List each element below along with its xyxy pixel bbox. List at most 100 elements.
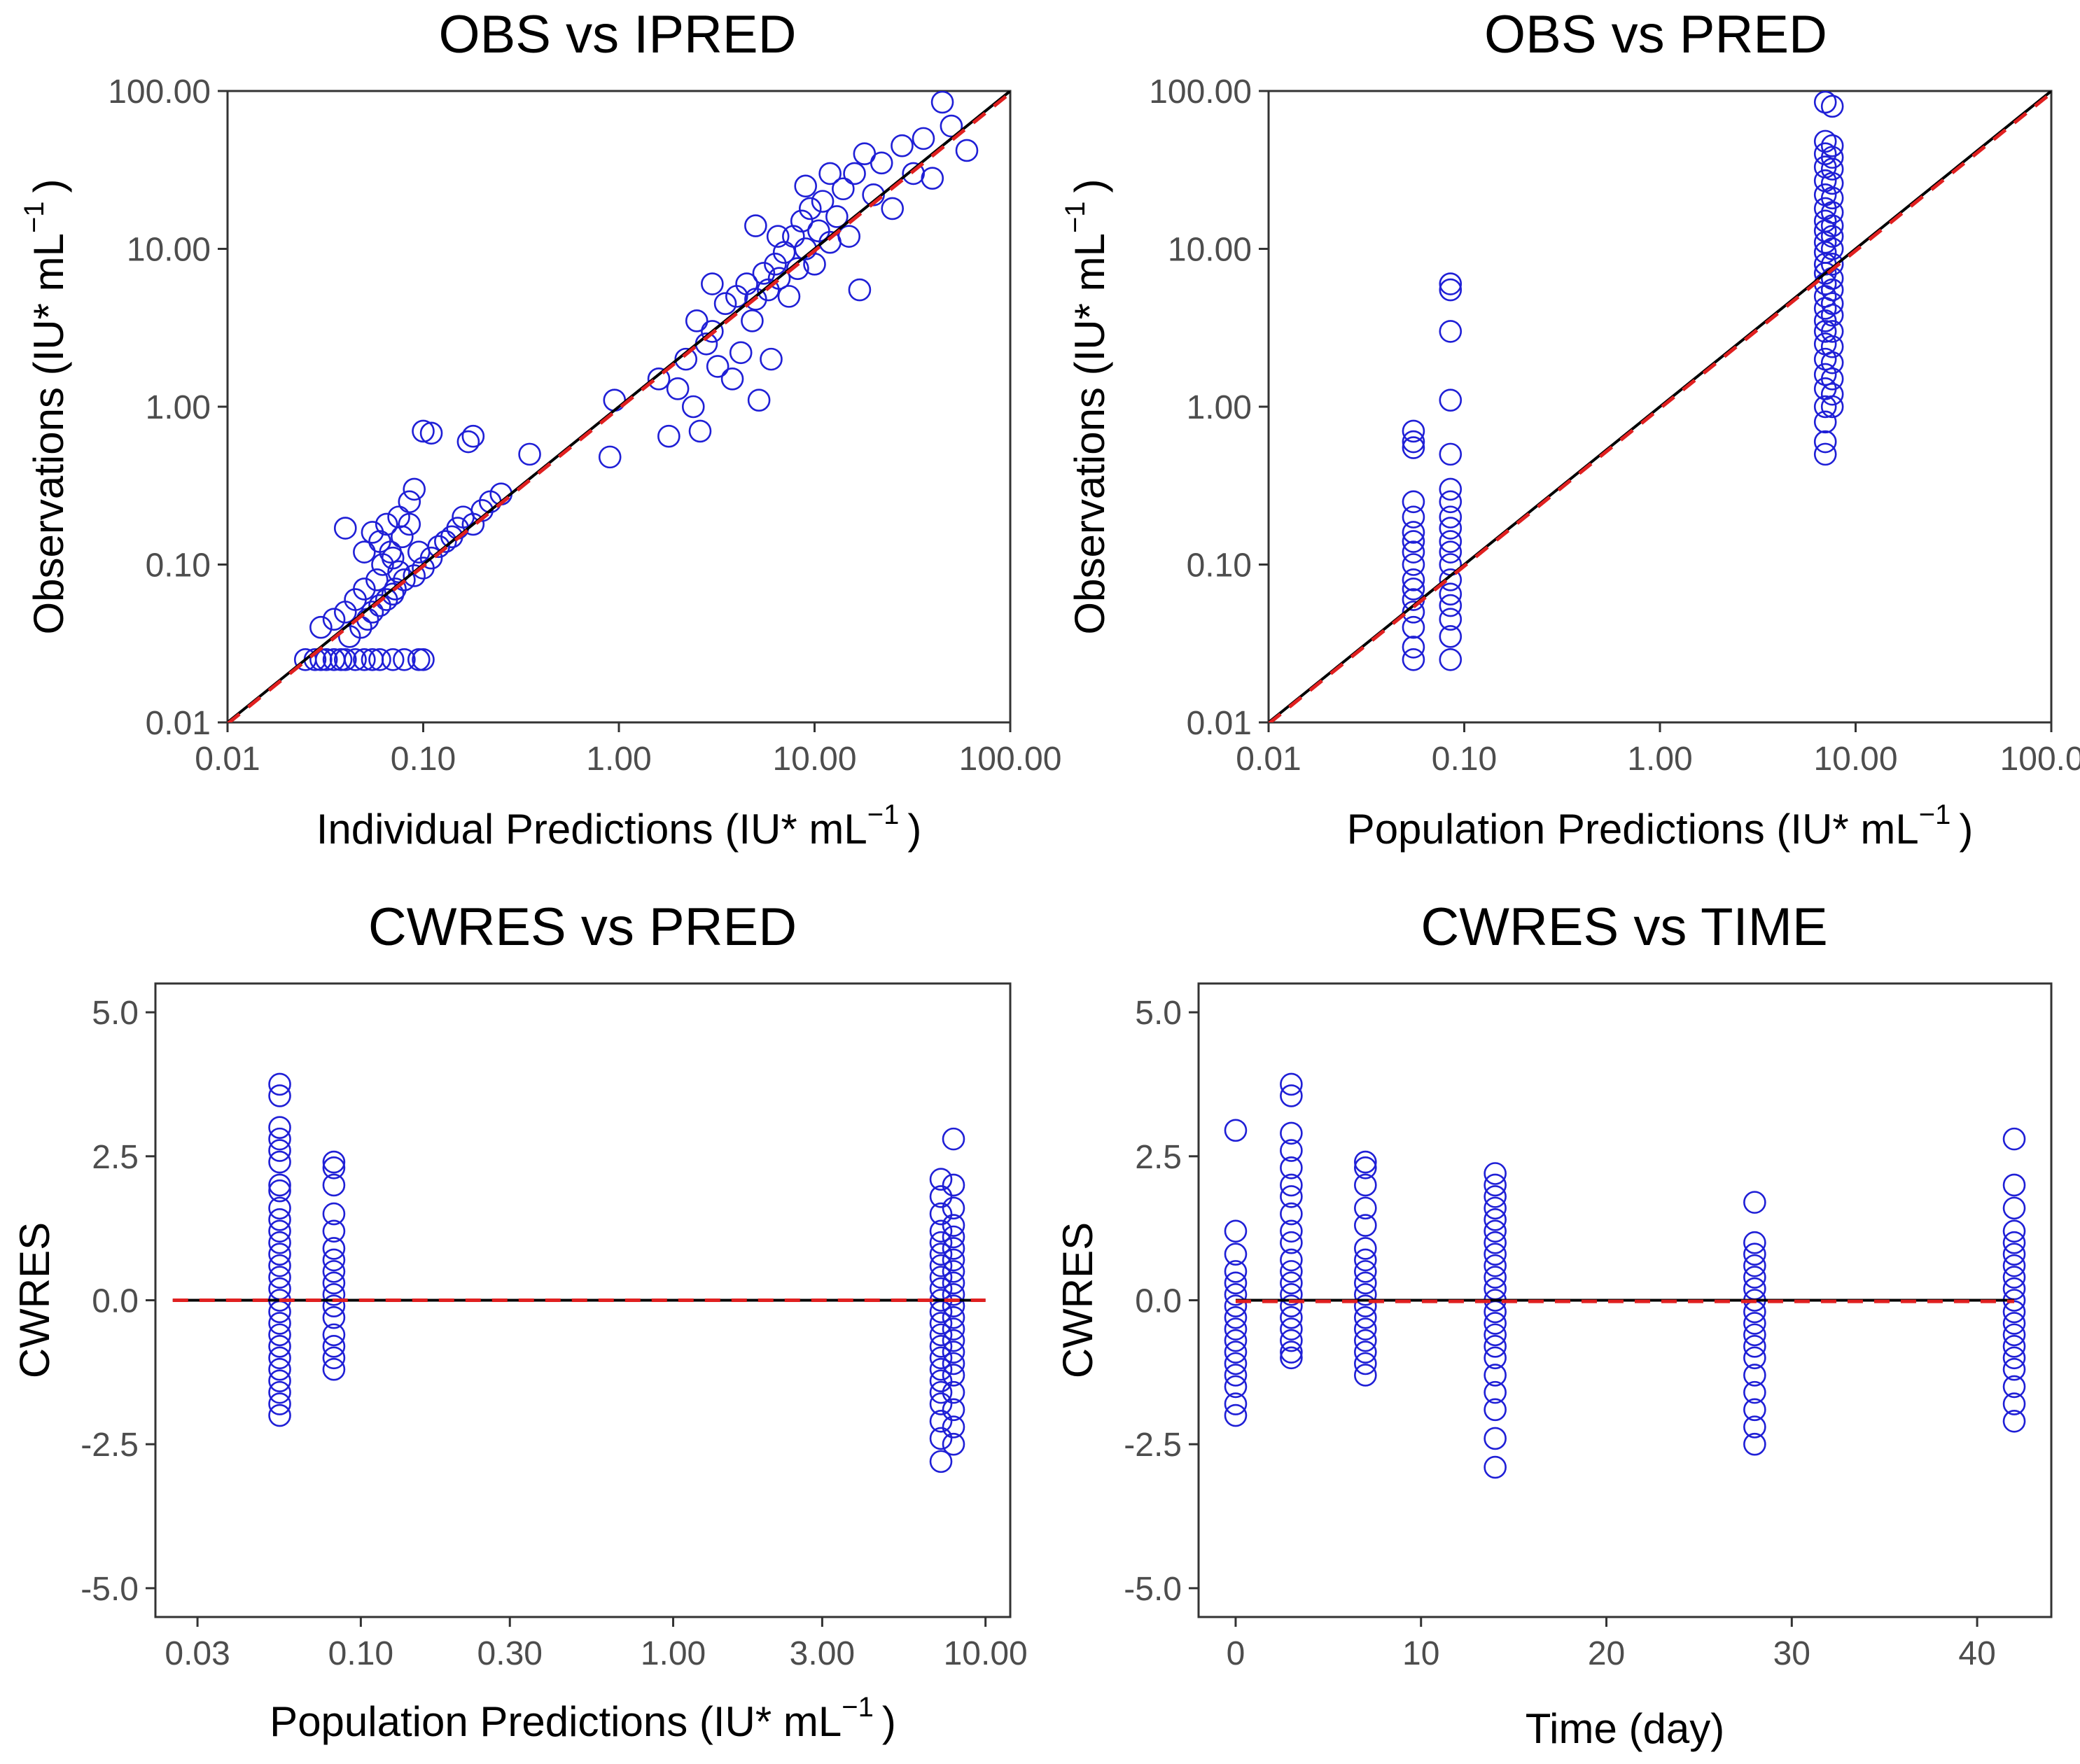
data-point [1743, 1266, 1766, 1289]
data-point [837, 225, 861, 248]
data-point [1224, 1119, 1248, 1142]
data-point [688, 419, 712, 443]
plot-title: OBS vs IPRED [439, 5, 797, 64]
data-point [1402, 505, 1425, 528]
data-point [268, 1254, 291, 1278]
data-point [1280, 1219, 1303, 1243]
x-axis-label-exponent: −1 [867, 799, 900, 830]
data-point [398, 490, 421, 514]
data-point [2002, 1323, 2026, 1347]
panel-obs-vs-ipred: OBS vs IPRED 0.01 0.10 1.00 10.00 100.00 0.01 0… [19, 5, 1061, 853]
data-point [1820, 367, 1844, 391]
y-tick-label: 0.0 [92, 1283, 139, 1320]
data-point [2002, 1357, 2026, 1381]
data-point [407, 648, 431, 671]
x-tick-label: 1.00 [1627, 741, 1692, 778]
data-point [268, 1300, 291, 1324]
data-point [2002, 1409, 2026, 1433]
data-point [942, 1196, 965, 1220]
data-point [2002, 1219, 2026, 1243]
x-tick-label: 40 [1958, 1635, 1995, 1672]
data-point [1484, 1173, 1507, 1197]
data-point [942, 1398, 965, 1422]
data-point [929, 1427, 953, 1450]
data-point [1439, 477, 1463, 501]
data-point [268, 1335, 291, 1358]
x-tick-label: 10.00 [772, 741, 856, 778]
data-point [268, 1404, 291, 1427]
data-point [403, 564, 426, 587]
data-point [1224, 1294, 1248, 1318]
data-point [1402, 578, 1425, 601]
data-point [1484, 1335, 1507, 1358]
data-point [929, 1357, 953, 1381]
data-point [1484, 1380, 1507, 1404]
data-point [843, 162, 866, 186]
data-point [942, 1271, 965, 1295]
y-tick-label: 0.10 [146, 547, 211, 584]
data-point [1224, 1219, 1248, 1243]
data-point [1813, 91, 1837, 114]
y-axis-label-text: Observations (IU* mL [1066, 233, 1113, 635]
data-point [1280, 1202, 1303, 1226]
plot-data-area [1224, 1072, 2026, 1479]
data-point [268, 1173, 291, 1197]
data-point [381, 582, 405, 606]
y-axis-label-text: CWRES [1054, 1222, 1101, 1378]
data-point [2002, 1196, 2026, 1220]
data-point [1813, 209, 1837, 233]
data-point [803, 253, 826, 276]
data-point [1354, 1294, 1377, 1318]
data-point [921, 167, 944, 190]
data-point [268, 1072, 291, 1096]
y-axis-label: Observations (IU* mL−1) [19, 178, 72, 634]
data-point [942, 1432, 965, 1456]
x-tick-label: 10.00 [944, 1635, 1028, 1672]
data-point [720, 367, 744, 391]
data-point [1820, 94, 1844, 118]
data-point [713, 292, 737, 316]
data-point [1224, 1329, 1248, 1352]
x-tick-label: 1.00 [641, 1635, 706, 1672]
data-point [1280, 1346, 1303, 1370]
data-point [434, 530, 457, 553]
data-point [1280, 1173, 1303, 1197]
data-point [322, 1271, 346, 1295]
plot-title: OBS vs PRED [1484, 5, 1827, 64]
data-point [729, 341, 753, 365]
x-axis-label: Individual Predictions (IU* mL−1) [316, 799, 922, 853]
data-point [744, 288, 767, 311]
data-point [1743, 1335, 1766, 1358]
data-point [1354, 1150, 1377, 1174]
data-point [929, 1266, 953, 1289]
data-point [794, 174, 818, 198]
data-point [1280, 1139, 1303, 1162]
data-point [786, 257, 809, 280]
y-axis-label-exponent: −1 [1060, 201, 1091, 233]
data-point [387, 560, 410, 584]
data-point [1224, 1352, 1248, 1376]
data-point [1402, 521, 1425, 544]
data-point [268, 1357, 291, 1381]
x-tick-label: 0.10 [1432, 741, 1497, 778]
data-point [1439, 490, 1463, 514]
y-tick-label: 1.00 [1187, 389, 1252, 426]
data-point [1439, 442, 1463, 466]
data-point [322, 1156, 346, 1180]
data-point [760, 347, 783, 371]
y-tick-label: 5.0 [1135, 995, 1182, 1032]
data-point [1354, 1329, 1377, 1352]
data-point [1813, 395, 1837, 419]
y-tick-label: 2.5 [92, 1139, 139, 1176]
data-point [470, 498, 494, 522]
data-point [1820, 237, 1844, 260]
data-point [1484, 1277, 1507, 1301]
data-point [1439, 648, 1463, 671]
data-point [701, 320, 724, 343]
data-point [1280, 1072, 1303, 1096]
data-point [929, 1450, 953, 1474]
plot-title: CWRES vs TIME [1421, 897, 1827, 957]
data-point [1224, 1404, 1248, 1427]
y-axis-label: CWRES [11, 1222, 58, 1378]
data-point [393, 568, 416, 592]
